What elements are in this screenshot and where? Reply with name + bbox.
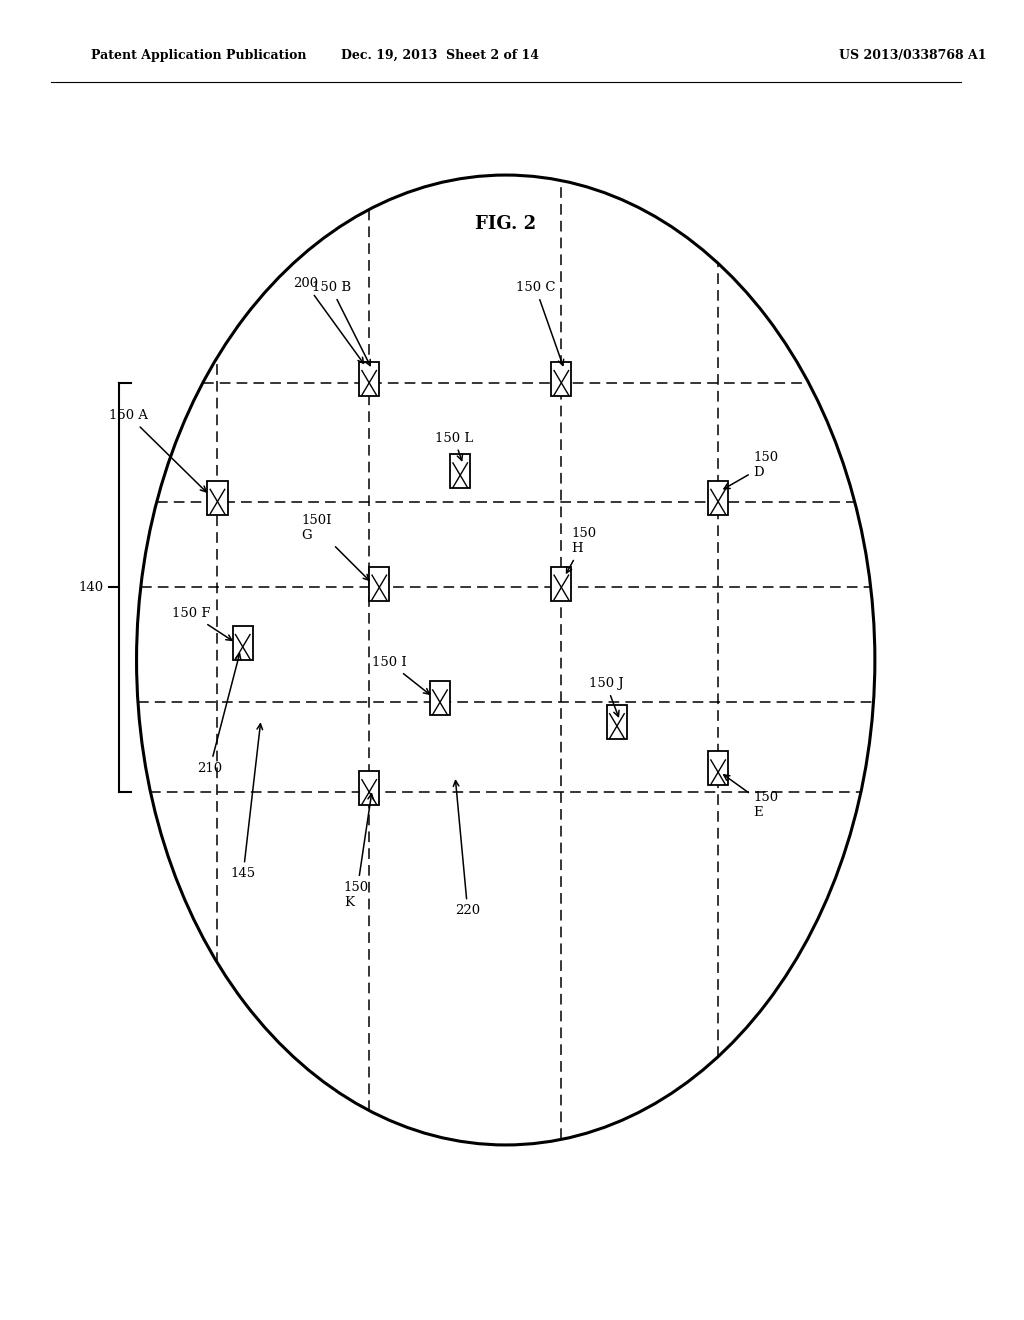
Bar xyxy=(551,566,571,601)
Text: 150 L: 150 L xyxy=(435,432,473,461)
Text: Patent Application Publication: Patent Application Publication xyxy=(91,49,306,62)
Text: 150 B: 150 B xyxy=(311,281,371,366)
Bar xyxy=(207,480,227,515)
Bar xyxy=(232,626,253,660)
Text: 150
K: 150 K xyxy=(344,793,374,909)
Bar xyxy=(430,681,451,715)
Text: Dec. 19, 2013  Sheet 2 of 14: Dec. 19, 2013 Sheet 2 of 14 xyxy=(341,49,539,62)
Bar xyxy=(359,362,379,396)
Text: 200: 200 xyxy=(293,277,364,363)
Bar xyxy=(551,362,571,396)
Text: US 2013/0338768 A1: US 2013/0338768 A1 xyxy=(840,49,987,62)
Bar xyxy=(359,771,379,805)
Bar xyxy=(370,566,389,601)
Bar xyxy=(708,480,728,515)
Text: 150 C: 150 C xyxy=(516,281,563,366)
Bar xyxy=(607,705,627,739)
Bar xyxy=(708,751,728,785)
Text: FIG. 2: FIG. 2 xyxy=(475,215,537,234)
Bar xyxy=(451,454,470,488)
Text: 150
E: 150 E xyxy=(724,775,778,820)
Text: 150
D: 150 D xyxy=(724,450,778,488)
Text: 140: 140 xyxy=(78,581,103,594)
Text: 150 J: 150 J xyxy=(589,677,624,717)
Text: 145: 145 xyxy=(230,723,262,880)
Text: 210: 210 xyxy=(198,653,241,775)
Text: 150 F: 150 F xyxy=(172,607,231,640)
Text: 150 I: 150 I xyxy=(372,656,429,694)
Text: 150I
G: 150I G xyxy=(301,513,369,581)
Text: 150
H: 150 H xyxy=(566,527,597,573)
Text: 150 A: 150 A xyxy=(110,409,206,492)
Text: 220: 220 xyxy=(454,780,480,917)
